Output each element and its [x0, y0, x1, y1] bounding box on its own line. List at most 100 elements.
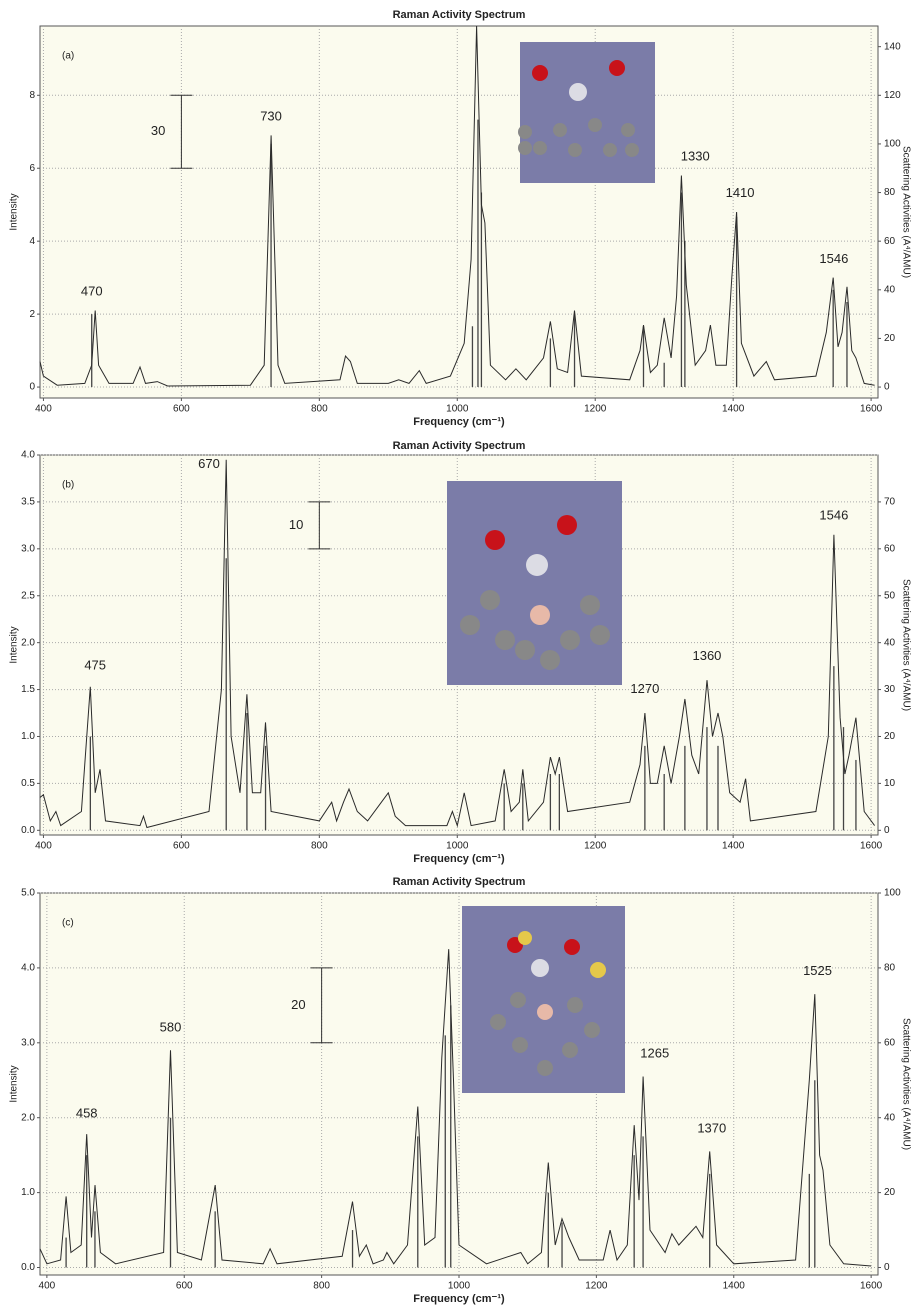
chart-title: Raman Activity Spectrum [393, 9, 526, 21]
y-tick-label: 2 [29, 309, 35, 320]
x-axis-title: Frequency (cm⁻¹) [413, 416, 505, 428]
y-tick-label: 1.0 [21, 731, 35, 742]
plot-area [40, 26, 878, 398]
chart-title: Raman Activity Spectrum [393, 876, 526, 888]
y2-tick-label: 80 [884, 187, 896, 198]
x-tick-label: 400 [35, 841, 52, 852]
y2-tick-label: 20 [884, 1187, 896, 1198]
y2-tick-label: 60 [884, 543, 896, 554]
peak-label: 1330 [681, 149, 710, 164]
x-tick-label: 400 [39, 1281, 56, 1292]
molecule-inset [462, 906, 625, 1093]
peak-label: 1546 [819, 251, 848, 266]
y-tick-label: 0.5 [21, 778, 35, 789]
peak-label: 458 [76, 1105, 98, 1120]
peak-label: 1270 [630, 681, 659, 696]
molecule-inset [518, 42, 655, 183]
y-tick-label: 0.0 [21, 1262, 35, 1273]
y2-tick-label: 30 [884, 684, 896, 695]
y2-tick-label: 40 [884, 284, 896, 295]
figure: 4006008001000120014001600024680204060801… [0, 0, 916, 1307]
y2-tick-label: 70 [884, 497, 896, 508]
x-axis-title: Frequency (cm⁻¹) [413, 1293, 505, 1305]
y2-tick-label: 140 [884, 41, 901, 52]
y-tick-label: 3.0 [21, 1037, 35, 1048]
y-axis-title: Intensity [9, 626, 20, 663]
y2-axis-title: Scattering Activities (A⁴/AMU) [900, 146, 911, 278]
x-tick-label: 1000 [446, 841, 469, 852]
panel-label: (a) [62, 51, 74, 62]
x-tick-label: 600 [173, 404, 190, 415]
x-tick-label: 1400 [723, 1281, 746, 1292]
peak-label: 1370 [697, 1120, 726, 1135]
y2-tick-label: 0 [884, 382, 890, 393]
y-tick-label: 2.0 [21, 637, 35, 648]
y2-tick-label: 60 [884, 1037, 896, 1048]
y-tick-label: 4.0 [21, 450, 35, 461]
y2-axis-title: Scattering Activities (A⁴/AMU) [900, 1018, 911, 1150]
y2-tick-label: 40 [884, 637, 896, 648]
peak-label: 1525 [803, 963, 832, 978]
x-tick-label: 400 [35, 404, 52, 415]
molecule-inset [447, 481, 622, 685]
x-tick-label: 1600 [860, 1281, 883, 1292]
x-tick-label: 1600 [860, 404, 883, 415]
y2-tick-label: 50 [884, 590, 896, 601]
peak-label: 1410 [726, 185, 755, 200]
scale-bar-label: 10 [289, 517, 303, 532]
y2-tick-label: 40 [884, 1112, 896, 1123]
peak-label: 475 [84, 658, 106, 673]
y2-tick-label: 20 [884, 333, 896, 344]
peak-label: 730 [260, 109, 282, 124]
y-tick-label: 4.0 [21, 963, 35, 974]
peak-label: 1360 [692, 648, 721, 663]
y2-tick-label: 0 [884, 1262, 890, 1273]
x-tick-label: 1400 [722, 404, 745, 415]
y2-tick-label: 20 [884, 731, 896, 742]
panel-label: (c) [62, 918, 74, 929]
y-tick-label: 2.0 [21, 1112, 35, 1123]
y2-tick-label: 100 [884, 139, 901, 150]
peak-label: 580 [160, 1019, 182, 1034]
y-axis-title: Intensity [9, 1065, 20, 1102]
peak-label: 1265 [640, 1045, 669, 1060]
x-axis-title: Frequency (cm⁻¹) [413, 853, 505, 865]
x-tick-label: 1200 [584, 404, 607, 415]
x-tick-label: 1600 [860, 841, 883, 852]
y2-tick-label: 10 [884, 778, 896, 789]
x-tick-label: 1200 [585, 1281, 608, 1292]
y2-tick-label: 80 [884, 963, 896, 974]
y-tick-label: 3.0 [21, 543, 35, 554]
y-tick-label: 4 [29, 236, 35, 247]
panel-label: (b) [62, 480, 74, 491]
y-axis-title: Intensity [9, 193, 20, 230]
y-tick-label: 1.5 [21, 684, 35, 695]
x-tick-label: 600 [173, 841, 190, 852]
y-tick-label: 6 [29, 163, 35, 174]
peak-label: 1546 [819, 507, 848, 522]
y-tick-label: 0.0 [21, 825, 35, 836]
x-tick-label: 800 [313, 1281, 330, 1292]
y2-tick-label: 60 [884, 236, 896, 247]
y-tick-label: 5.0 [21, 888, 35, 899]
y2-axis-title: Scattering Activities (A⁴/AMU) [900, 579, 911, 711]
peak-label: 470 [81, 284, 103, 299]
y2-tick-label: 100 [884, 888, 901, 899]
scale-bar-label: 20 [291, 997, 305, 1012]
peak-label: 670 [198, 456, 220, 471]
y-tick-label: 8 [29, 90, 35, 101]
x-tick-label: 1000 [448, 1281, 471, 1292]
x-tick-label: 1400 [722, 841, 745, 852]
y-tick-label: 1.0 [21, 1187, 35, 1198]
x-tick-label: 1200 [584, 841, 607, 852]
scale-bar-label: 30 [151, 123, 165, 138]
x-tick-label: 1000 [446, 404, 469, 415]
chart-title: Raman Activity Spectrum [393, 440, 526, 452]
x-tick-label: 800 [311, 841, 328, 852]
y2-tick-label: 120 [884, 90, 901, 101]
x-tick-label: 600 [176, 1281, 193, 1292]
y2-tick-label: 0 [884, 825, 890, 836]
